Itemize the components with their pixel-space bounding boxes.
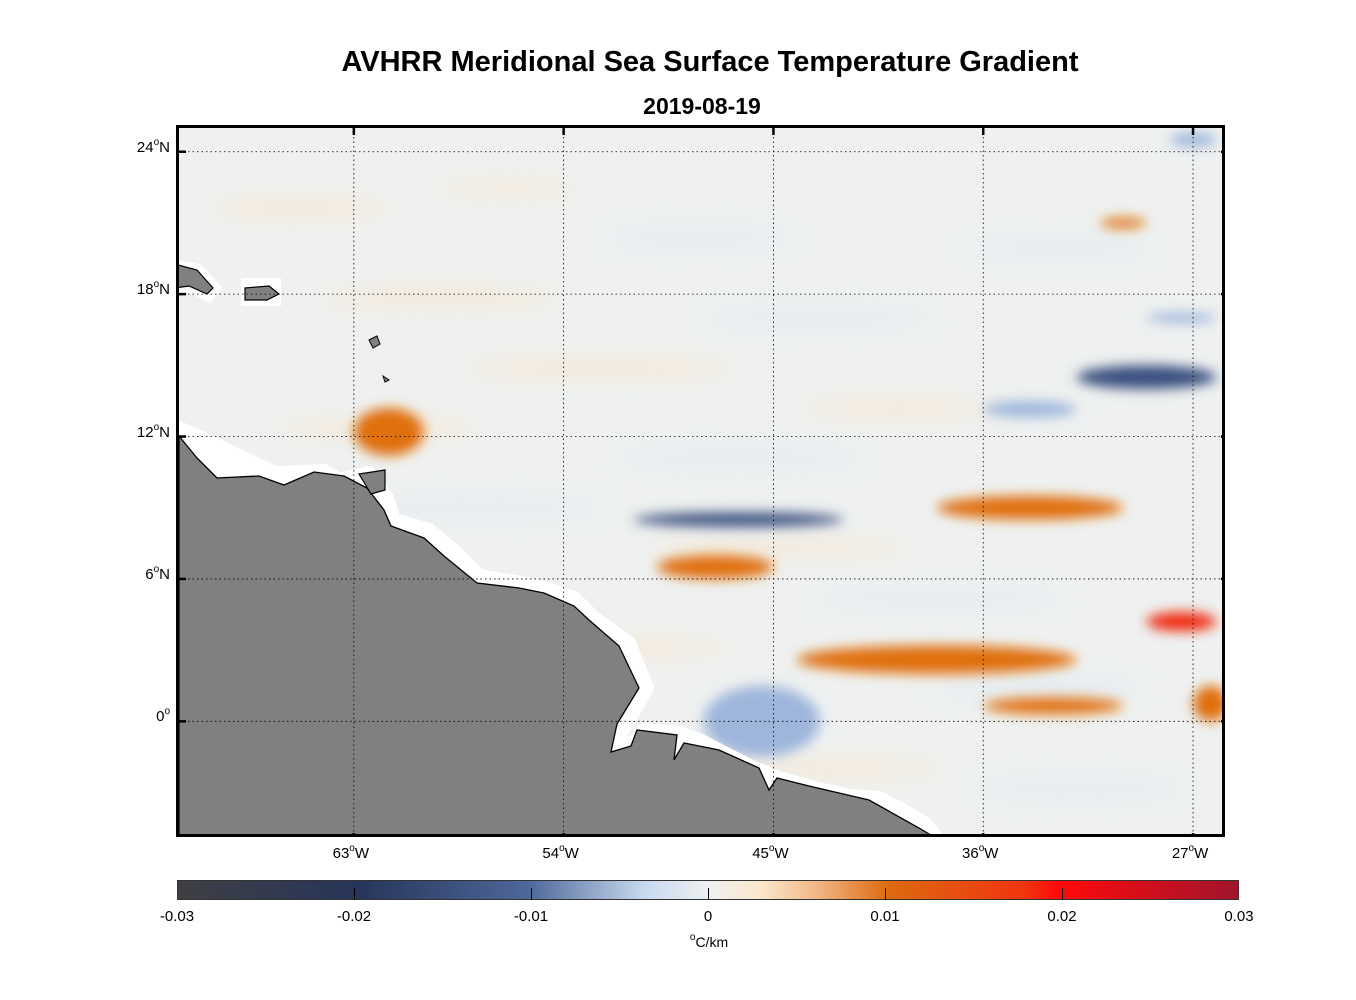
feature-warm-band-21N — [1099, 217, 1147, 228]
colorbar-tick-label: 0 — [703, 908, 713, 925]
colorbar-tick-label: 0.03 — [1224, 908, 1254, 925]
colorbar-tick-label: -0.02 — [336, 908, 372, 925]
chart-title: AVHRR Meridional Sea Surface Temperature… — [341, 46, 1079, 78]
colorbar-tick-mark — [708, 888, 709, 900]
chart-date: 2019-08-19 — [643, 93, 761, 119]
map-area — [176, 125, 1225, 837]
feature-warm-patch-1N — [1193, 685, 1222, 722]
feature-warm-coast-12N — [353, 408, 424, 456]
land-islet-1 — [368, 335, 381, 349]
feature-cold-band-15N — [1076, 365, 1217, 390]
colorbar-unit: oC/km — [689, 932, 729, 950]
feature-cold-band-13N — [983, 400, 1077, 418]
lon-label: 45oW — [752, 843, 789, 862]
land-island — [244, 285, 281, 301]
colorbar-tick-label: -0.03 — [159, 908, 195, 925]
colorbar-tick-mark — [885, 888, 886, 900]
lon-label: 54oW — [542, 843, 579, 862]
colorbar-tick-mark — [531, 888, 532, 900]
colorbar-tick-label: -0.01 — [513, 908, 549, 925]
lon-label: 36oW — [962, 843, 999, 862]
feature-warm-band-2N — [796, 645, 1077, 674]
feature-cold-band-17N — [1146, 312, 1217, 323]
feature-warm-patch-4N — [1146, 612, 1217, 632]
lat-label: 24oN — [136, 136, 170, 156]
feature-cold-band-24N — [1169, 132, 1217, 147]
feature-cold-band-8N — [633, 512, 844, 527]
colorbar-tick-label: 0.02 — [1047, 908, 1077, 925]
lat-label: 0o — [156, 706, 170, 726]
feature-cold-band-0N — [703, 685, 821, 757]
axis-ticks — [179, 128, 1222, 834]
colorbar-tick-mark — [1062, 888, 1063, 900]
graticule — [179, 128, 1222, 834]
land-south-america — [179, 434, 931, 834]
lat-label: 6oN — [145, 563, 170, 583]
land-islet-2 — [382, 374, 390, 383]
colorbar-tick-mark — [354, 888, 355, 900]
lat-label: 12oN — [136, 421, 170, 441]
land-trinidad — [358, 469, 386, 495]
lon-label: 27oW — [1171, 843, 1209, 862]
feature-warm-band-6N — [656, 555, 774, 579]
feature-warm-band-0N — [983, 697, 1124, 715]
lon-label: 63oW — [332, 843, 370, 862]
colorbar-tick-label: 0.01 — [870, 908, 900, 925]
lat-label: 18oN — [136, 279, 170, 299]
map-plot — [179, 128, 1222, 834]
weak-gradient-texture — [209, 180, 1179, 797]
feature-warm-band-9N — [936, 495, 1124, 520]
